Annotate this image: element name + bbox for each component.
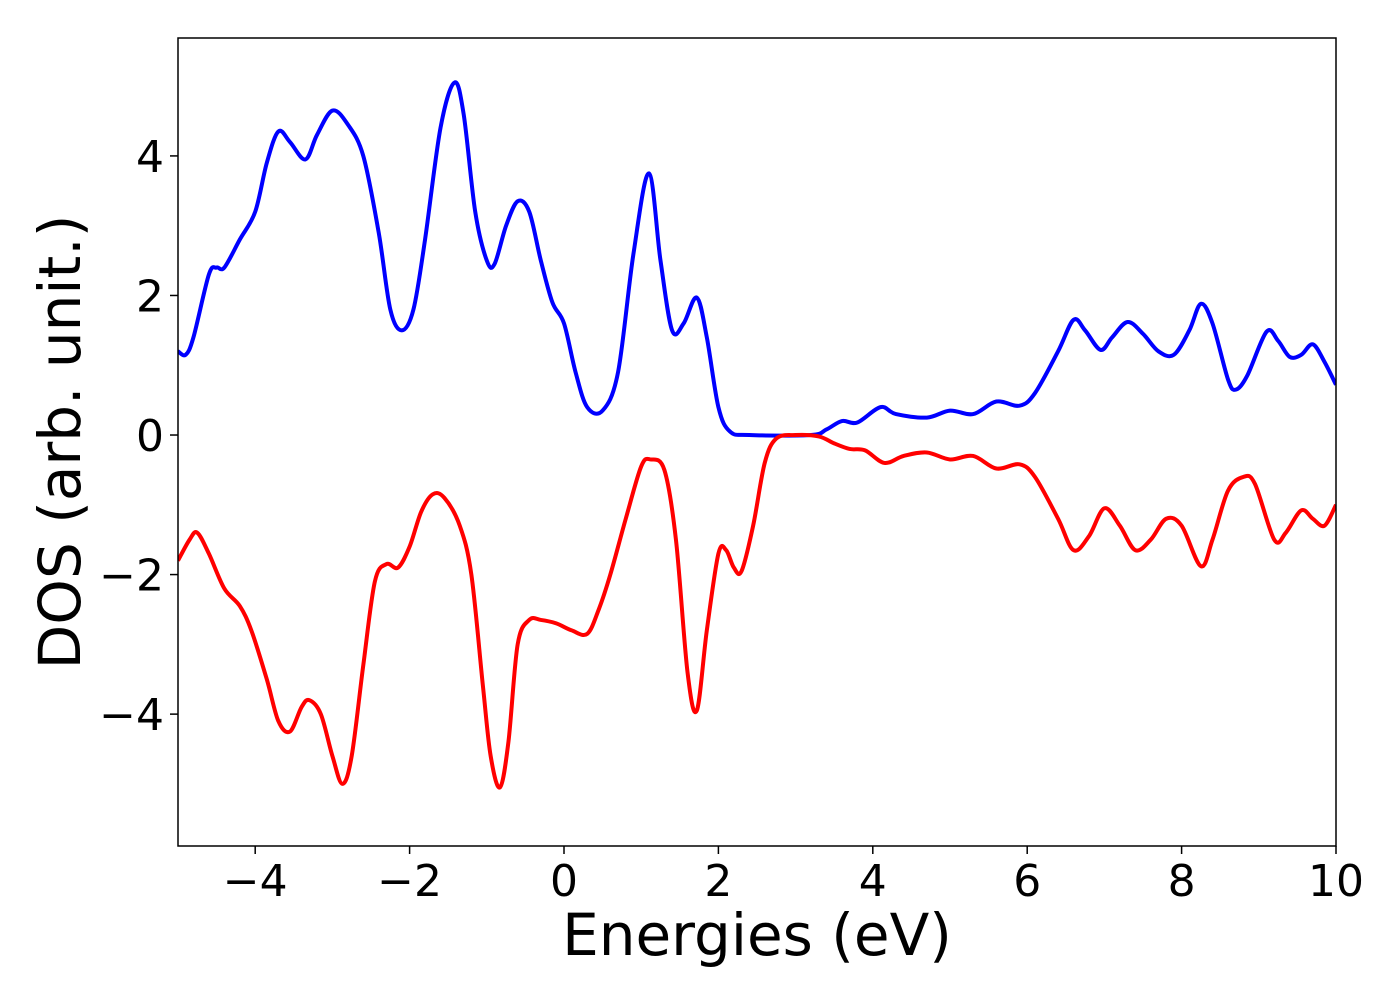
- y-tick-label: 2: [136, 271, 164, 322]
- x-tick-label: −2: [377, 856, 442, 907]
- x-tick-label: 0: [550, 856, 578, 907]
- x-tick-label: 10: [1308, 856, 1364, 907]
- x-tick-label: −4: [223, 856, 288, 907]
- dos-line: [178, 432, 1336, 790]
- x-tick-label: 6: [1013, 856, 1041, 907]
- plot-area: [178, 80, 1336, 790]
- dos-line: [178, 80, 1336, 438]
- y-tick-label: 4: [136, 132, 164, 183]
- x-tick-label: 8: [1168, 856, 1196, 907]
- y-tick-label: −4: [99, 690, 164, 741]
- x-tick-label: 4: [859, 856, 887, 907]
- y-tick-label: −2: [99, 551, 164, 602]
- plot-frame: [177, 37, 1337, 847]
- x-axis-label: Energies (eV): [562, 901, 952, 969]
- y-axis-label: DOS (arb. unit.): [26, 215, 94, 670]
- x-tick-label: 2: [704, 856, 732, 907]
- y-tick-label: 0: [136, 411, 164, 462]
